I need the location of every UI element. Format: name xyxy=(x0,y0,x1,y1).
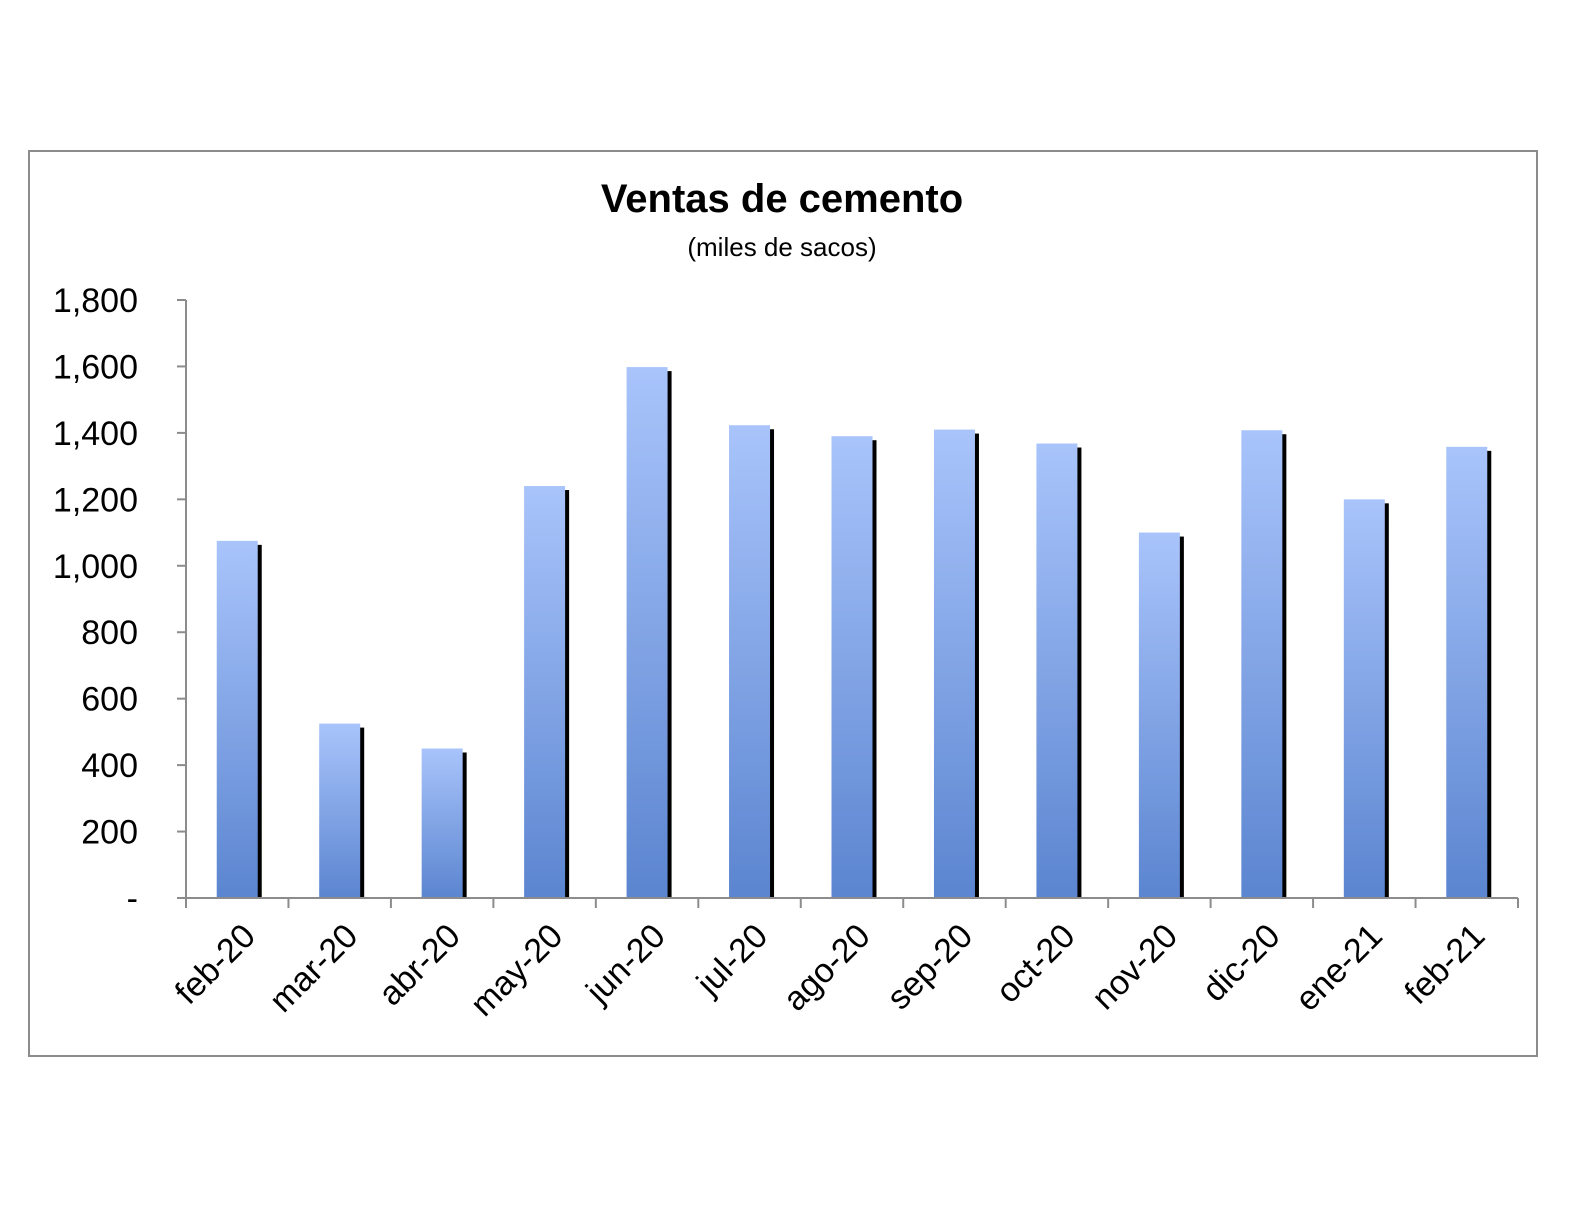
x-tick-label: jul-20 xyxy=(689,917,775,1003)
bars xyxy=(216,367,1492,898)
x-tick-label: mar-20 xyxy=(262,917,365,1020)
y-tick-label: 600 xyxy=(81,681,138,719)
y-tick-label: 1,400 xyxy=(53,415,138,453)
x-tick-label: ene-21 xyxy=(1288,917,1390,1019)
x-tick-label: ago-20 xyxy=(776,917,878,1019)
y-tick-label: 200 xyxy=(81,814,138,852)
x-tick-label: sep-20 xyxy=(880,917,980,1017)
bar xyxy=(1138,532,1180,898)
bar-sep-20 xyxy=(933,429,979,898)
x-tick-label: feb-21 xyxy=(1397,917,1492,1012)
bar-jun-20 xyxy=(626,367,672,898)
bar-may-20 xyxy=(524,486,570,898)
bar-nov-20 xyxy=(1138,532,1184,898)
x-tick-label: nov-20 xyxy=(1085,917,1185,1017)
x-tick-label: feb-20 xyxy=(168,917,263,1012)
x-tick-label: jun-20 xyxy=(578,917,672,1011)
x-tick-label: may-20 xyxy=(463,917,570,1024)
x-tick-label: oct-20 xyxy=(989,917,1083,1011)
bar-feb-20 xyxy=(216,540,262,898)
bar xyxy=(421,748,463,898)
bar-ene-21 xyxy=(1343,499,1389,898)
bar xyxy=(729,425,771,898)
bar-mar-20 xyxy=(319,723,365,898)
y-tick-label: 400 xyxy=(81,747,138,785)
bar xyxy=(524,486,566,898)
y-tick-label: 1,800 xyxy=(53,282,138,320)
x-tick-label: abr-20 xyxy=(371,917,467,1013)
chart-subtitle: (miles de sacos) xyxy=(687,232,876,262)
bar xyxy=(933,429,975,898)
bar-abr-20 xyxy=(421,748,467,898)
bar xyxy=(1241,430,1283,898)
bar-dic-20 xyxy=(1241,430,1287,898)
y-tick-label: - xyxy=(127,880,138,918)
bar xyxy=(319,723,361,898)
y-tick-label: 1,000 xyxy=(53,548,138,586)
y-tick-label: 1,600 xyxy=(53,348,138,386)
chart-title: Ventas de cemento xyxy=(601,177,963,221)
bar-chart: Ventas de cemento (miles de sacos) - 200 4… xyxy=(53,177,1519,1024)
y-tick-label: 1,200 xyxy=(53,481,138,519)
bar-ago-20 xyxy=(831,436,877,898)
bar xyxy=(1446,446,1488,898)
bar-feb-21 xyxy=(1446,446,1492,898)
bar xyxy=(216,540,258,898)
y-tick-label: 800 xyxy=(81,614,138,652)
y-axis: - 200 400 600 800 1,000 1,200 1,400 1,600 1,800 xyxy=(53,282,187,918)
bar xyxy=(831,436,873,898)
bar-jul-20 xyxy=(729,425,775,898)
bar xyxy=(626,367,668,898)
chart-frame: Ventas de cemento (miles de sacos) - 200 4… xyxy=(28,150,1538,1057)
bar xyxy=(1343,499,1385,898)
bar-oct-20 xyxy=(1036,443,1082,898)
x-tick-label: dic-20 xyxy=(1195,917,1287,1009)
bar xyxy=(1036,443,1078,898)
